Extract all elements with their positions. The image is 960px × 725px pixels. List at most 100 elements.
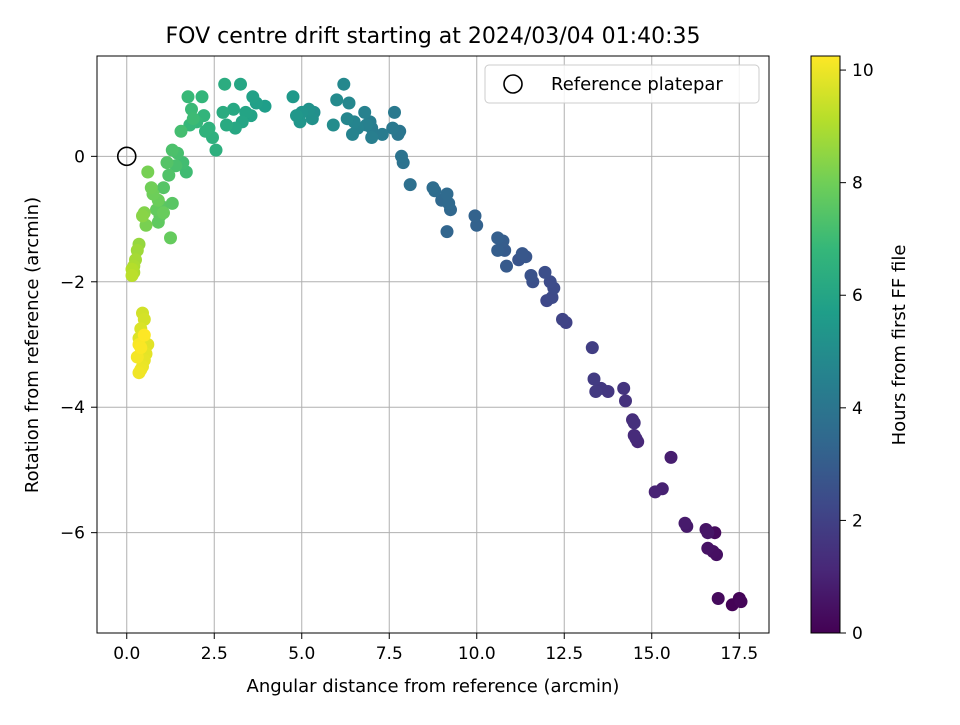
x-tick-label: 5.0 — [288, 644, 315, 664]
data-point — [701, 541, 715, 555]
data-point — [162, 168, 176, 182]
data-point — [491, 243, 505, 257]
colorbar-gradient — [810, 55, 841, 634]
data-point — [617, 381, 631, 395]
data-point — [186, 112, 200, 126]
data-point — [227, 102, 240, 116]
data-point — [388, 105, 401, 119]
x-tick-label: 10.0 — [458, 644, 496, 664]
colorbar: 0 2 4 6 8 10 Hours from first FF file — [810, 55, 910, 644]
x-axis-label: Angular distance from reference (arcmin) — [247, 676, 620, 697]
x-tick-label: 15.0 — [633, 644, 671, 664]
data-point — [220, 118, 233, 132]
colorbar-label: Hours from first FF file — [889, 245, 910, 446]
y-axis-label: Rotation from reference (arcmin) — [22, 197, 43, 493]
data-point — [195, 90, 209, 104]
data-point — [468, 209, 482, 223]
data-point — [589, 385, 603, 398]
y-axis-ticks: 0 −2 −4 −6 — [60, 147, 97, 544]
data-point — [701, 526, 715, 540]
data-point — [627, 428, 641, 442]
data-point — [524, 269, 538, 282]
legend-marker-icon — [503, 74, 523, 94]
reference-platepar-marker — [116, 146, 137, 167]
data-point — [286, 90, 300, 104]
colorbar-tick-label: 8 — [852, 174, 863, 194]
data-point — [585, 341, 599, 355]
plot-frame — [96, 55, 770, 634]
data-point — [515, 247, 529, 261]
data-point — [375, 127, 389, 141]
data-point — [174, 124, 188, 138]
data-point — [426, 181, 440, 195]
data-points — [125, 77, 748, 612]
data-point — [199, 124, 212, 138]
data-point — [164, 231, 177, 245]
data-point — [246, 90, 260, 104]
data-point — [678, 516, 692, 530]
data-point — [440, 187, 454, 201]
x-tick-label: 7.5 — [376, 644, 403, 664]
data-point — [216, 105, 230, 119]
data-point — [160, 156, 174, 170]
data-point — [326, 118, 340, 132]
data-point — [337, 77, 351, 91]
data-point — [330, 93, 344, 107]
data-point — [125, 269, 139, 282]
data-point — [734, 595, 748, 609]
data-point — [132, 366, 146, 380]
data-point — [165, 143, 179, 157]
data-point — [491, 231, 505, 245]
legend-box — [484, 64, 760, 104]
plot-background — [97, 56, 769, 633]
data-point — [141, 165, 155, 179]
data-point — [395, 149, 408, 163]
legend: Reference platepar — [484, 64, 760, 104]
colorbar-tick-label: 2 — [852, 511, 863, 531]
data-point — [365, 131, 379, 144]
data-point — [157, 181, 170, 195]
x-tick-label: 17.5 — [720, 644, 758, 664]
data-point — [181, 90, 195, 104]
colorbar-tick-label: 6 — [852, 286, 863, 306]
data-point — [587, 372, 601, 386]
colorbar-tick-label: 0 — [852, 624, 863, 644]
data-point — [386, 121, 400, 135]
data-point — [500, 259, 513, 273]
data-point — [218, 77, 232, 91]
y-tick-label: 0 — [74, 147, 85, 167]
data-point — [619, 394, 632, 408]
data-point — [290, 109, 303, 123]
data-point — [209, 143, 223, 157]
data-point — [134, 341, 148, 355]
data-point — [711, 592, 725, 605]
data-point — [648, 485, 662, 499]
data-point — [556, 312, 569, 326]
data-point — [403, 178, 417, 192]
data-point — [136, 209, 149, 223]
x-tick-label: 0.0 — [113, 644, 140, 664]
data-point — [664, 450, 678, 464]
data-point — [137, 328, 151, 342]
x-tick-label: 2.5 — [201, 644, 228, 664]
x-axis-ticks: 0.0 2.5 5.0 7.5 10.0 12.5 15.0 17.5 — [113, 633, 758, 664]
data-point — [627, 416, 641, 430]
y-tick-label: −6 — [60, 524, 85, 544]
chart-title: FOV centre drift starting at 2024/03/04 … — [166, 24, 701, 49]
data-point — [165, 196, 179, 210]
data-point — [440, 225, 454, 239]
data-point — [157, 206, 170, 220]
colorbar-ticks: 0 2 4 6 8 10 — [840, 61, 874, 644]
legend-entry-reference-platepar: Reference platepar — [551, 74, 723, 95]
x-tick-label: 12.5 — [545, 644, 583, 664]
y-tick-label: −2 — [60, 273, 85, 293]
data-point — [358, 105, 372, 119]
data-point — [144, 181, 158, 195]
colorbar-tick-label: 10 — [852, 61, 874, 81]
data-point — [342, 96, 356, 110]
colorbar-tick-label: 4 — [852, 399, 863, 419]
data-point — [346, 127, 359, 141]
data-point — [234, 77, 247, 91]
